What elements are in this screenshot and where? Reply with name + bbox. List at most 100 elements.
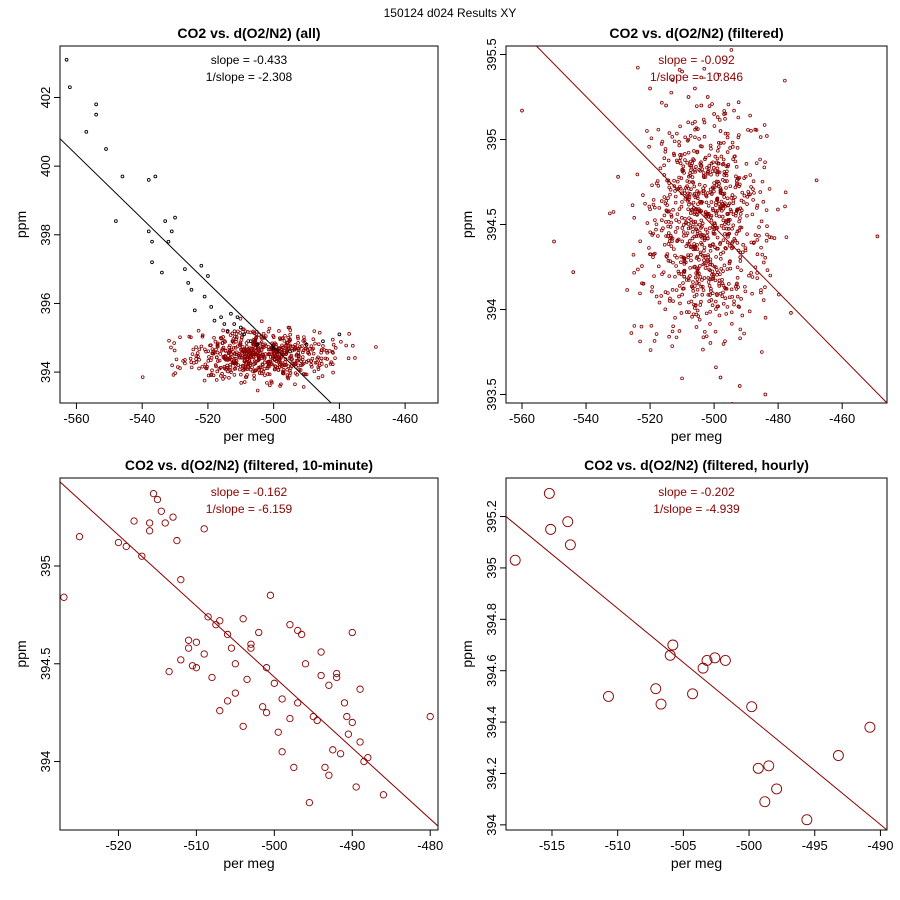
cloud-point — [683, 216, 687, 221]
x-axis-label: per meg — [671, 855, 722, 871]
cloud-point — [714, 255, 718, 259]
x-tick-label: -500 — [261, 838, 287, 853]
cloud-point — [711, 274, 716, 279]
cloud-point — [663, 307, 668, 312]
cloud-point — [690, 175, 695, 179]
cloud-point — [234, 332, 239, 336]
cloud-point — [310, 365, 314, 369]
cloud-point — [712, 189, 716, 194]
cloud-point — [706, 280, 711, 284]
cloud-point — [754, 161, 759, 165]
cloud-point — [717, 72, 722, 77]
cloud-point — [705, 259, 710, 263]
cloud-point — [650, 289, 654, 294]
cloud-point — [685, 231, 690, 235]
cloud-point — [319, 356, 324, 361]
cloud-point — [679, 176, 684, 181]
cloud-point — [749, 271, 753, 275]
cloud-point — [710, 263, 715, 267]
cloud-point — [234, 361, 238, 366]
cloud-point — [738, 225, 742, 230]
data-point — [219, 315, 223, 320]
cloud-point — [227, 345, 231, 350]
cloud-point — [716, 246, 720, 251]
cloud-point — [296, 348, 301, 353]
cloud-point — [252, 373, 256, 378]
x-tick-label: -480 — [417, 838, 443, 853]
cloud-point — [760, 350, 764, 354]
cloud-point — [293, 343, 297, 347]
cloud-point — [697, 222, 702, 227]
data-point — [114, 219, 118, 223]
cloud-point — [209, 372, 214, 377]
data-point — [321, 339, 325, 344]
cloud-point — [783, 190, 788, 195]
cloud-point — [721, 226, 726, 231]
cloud-point — [741, 200, 746, 204]
cloud-point — [632, 270, 636, 275]
cloud-point — [188, 356, 193, 361]
cloud-point — [239, 372, 243, 377]
cloud-point — [282, 339, 287, 343]
cloud-point — [726, 232, 730, 237]
cloud-point — [743, 174, 748, 179]
cloud-point — [726, 227, 731, 231]
data-point — [216, 617, 224, 625]
y-tick-label: 395 — [484, 557, 499, 579]
cloud-point — [263, 355, 267, 360]
cloud-point — [717, 202, 721, 206]
regression-line — [60, 138, 332, 403]
cloud-point — [762, 123, 767, 127]
cloud-point — [735, 229, 740, 234]
cloud-point — [311, 346, 315, 351]
data-point — [364, 753, 372, 762]
cloud-point — [273, 364, 277, 368]
cloud-point — [324, 364, 329, 368]
cloud-point — [659, 294, 664, 298]
cloud-point — [668, 296, 672, 301]
cloud-point — [243, 375, 248, 379]
cloud-point — [214, 347, 218, 352]
cloud-point — [713, 245, 717, 250]
cloud-point — [668, 236, 672, 241]
y-tick-label: 394.5 — [484, 208, 499, 241]
cloud-point — [761, 200, 766, 204]
cloud-point — [675, 238, 680, 243]
cloud-point — [654, 227, 658, 232]
cloud-point — [692, 242, 696, 246]
cloud-point — [666, 158, 671, 163]
data-point — [301, 660, 310, 668]
cloud-point — [724, 220, 728, 224]
x-tick-label: -560 — [63, 411, 89, 426]
data-point — [94, 112, 99, 117]
cloud-point — [750, 212, 755, 217]
data-point — [238, 325, 243, 330]
cloud-point — [758, 190, 763, 194]
cloud-point — [204, 349, 208, 354]
cloud-point — [716, 148, 720, 153]
cloud-point — [232, 373, 237, 377]
cloud-point — [643, 201, 647, 206]
cloud-point — [694, 126, 699, 130]
cloud-point — [695, 308, 700, 313]
cloud-point — [730, 321, 734, 326]
cloud-point — [702, 276, 707, 280]
data-point — [305, 798, 314, 807]
cloud-point — [723, 286, 727, 290]
cloud-point — [300, 357, 305, 362]
cloud-point — [273, 354, 277, 358]
cloud-point — [703, 157, 707, 162]
cloud-point — [203, 362, 208, 367]
data-point — [814, 178, 819, 183]
cloud-point — [276, 354, 280, 359]
data-point — [687, 688, 699, 700]
cloud-point — [735, 265, 740, 270]
cloud-point — [312, 329, 317, 333]
cloud-point — [692, 294, 697, 299]
cloud-point — [317, 330, 322, 335]
cloud-point — [236, 363, 241, 367]
cloud-point — [697, 317, 702, 322]
cloud-point — [763, 285, 767, 290]
cloud-point — [691, 289, 696, 293]
cloud-point — [725, 305, 730, 309]
